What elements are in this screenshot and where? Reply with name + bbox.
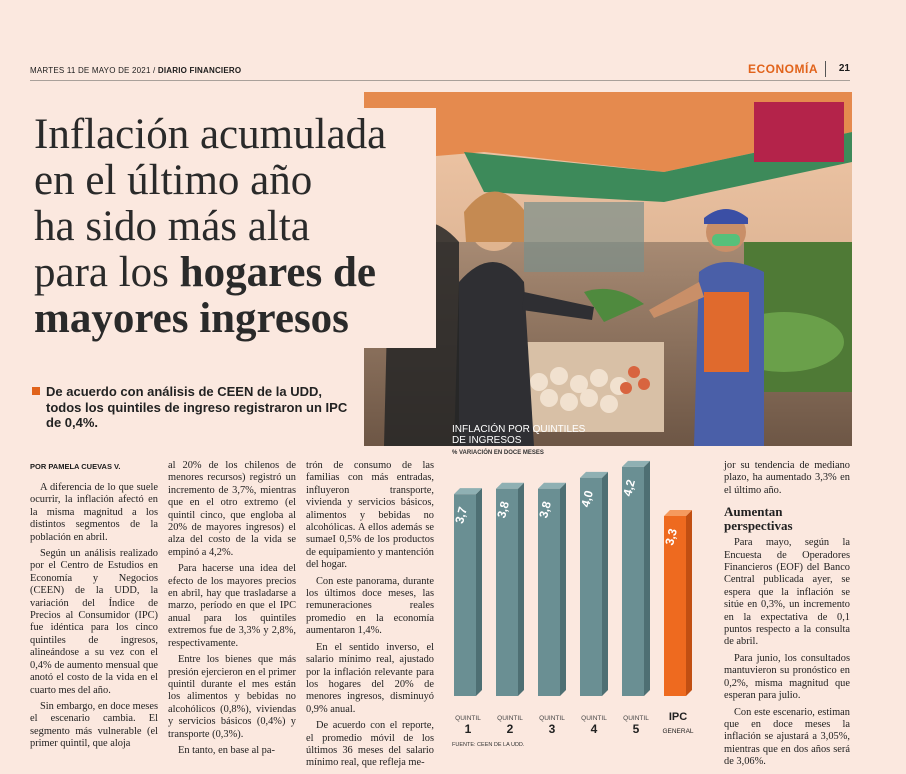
masthead: MARTES 11 DE MAYO DE 2021 / DIARIO FINAN… [30, 58, 850, 81]
paragraph: Con este panorama, durante los últimos d… [306, 575, 434, 637]
bar-value-label: 3,3 [662, 527, 680, 547]
paragraph: En tanto, en base al pa- [178, 744, 275, 756]
chart-title: INFLACIÓN POR QUINTILES DE INGRESOS [452, 424, 586, 446]
inflation-bar-chart: 3,7QUINTIL13,8QUINTIL23,8QUINTIL34,0QUIN… [452, 460, 694, 736]
page-number: 21 [838, 63, 850, 74]
subheading: Aumentan perspectivas [724, 504, 793, 534]
category-label-bottom: 5 [633, 722, 640, 736]
bar-value-label: 3,8 [536, 500, 554, 520]
bar-top [454, 488, 482, 495]
bar-value-label: 3,8 [494, 500, 512, 520]
bar-top [622, 460, 650, 467]
bar-1 [454, 494, 476, 696]
category-label-top: IPC [669, 711, 687, 723]
paragraph: Según un análisis realizado por el Centr… [30, 548, 158, 696]
section-name: ECONOMÍA [748, 62, 818, 76]
paragraph: jor su tendencia de mediano plazo, ha au… [724, 460, 850, 496]
article-column-3: trón de consumo de las familias con más … [306, 460, 434, 774]
article-column-4: jor su tendencia de mediano plazo, ha au… [724, 460, 850, 773]
bar-top [580, 471, 608, 478]
headline-line-3: ha sido más alta [34, 203, 310, 250]
bar-side [560, 482, 566, 696]
paragraph: Para junio, los consultados mantuvieron … [724, 652, 850, 702]
bar-top [664, 510, 692, 516]
category-label-top: QUINTIL [581, 715, 607, 722]
bullet-square-icon [32, 387, 40, 395]
paragraph: A diferencia de lo que suele ocurrir, la… [30, 482, 158, 543]
bar-value-label: 3,7 [452, 505, 470, 525]
bar-2 [496, 488, 518, 696]
bar-side [518, 482, 524, 696]
chart-source: FUENTE: CEEN DE LA UDD. [452, 742, 525, 748]
paragraph: Para hacerse una idea del efecto de los … [168, 563, 296, 649]
article-column-1: A diferencia de lo que suele ocurrir, la… [30, 482, 158, 755]
paragraph: Sin embargo, en doce meses el escenario … [30, 700, 158, 750]
bar-top [496, 482, 524, 489]
byline: POR PAMELA CUEVAS V. [30, 462, 121, 471]
paragraph: De acuerdo con el reporte, el promedio m… [306, 720, 434, 769]
deck-summary: De acuerdo con análisis de CEEN de la UD… [30, 384, 350, 431]
category-label-top: QUINTIL [539, 715, 565, 722]
category-label-top: QUINTIL [623, 715, 649, 722]
bar-side [602, 471, 608, 696]
bar-top [538, 482, 566, 489]
deck-text: De acuerdo con análisis de CEEN de la UD… [46, 384, 348, 430]
headline-line-4: para los hogares de [34, 249, 376, 296]
category-label-bottom: 2 [507, 722, 514, 736]
article-column-2: al 20% de los chilenos de menores recurs… [168, 460, 296, 761]
paragraph: al 20% de los chilenos de menores recurs… [168, 460, 296, 558]
paragraph: trón de consumo de las familias con más … [306, 460, 434, 571]
bar-3 [538, 488, 560, 696]
chart-subtitle: % VARIACIÓN EN DOCE MESES [452, 450, 544, 456]
category-label-bottom: GENERAL [662, 728, 693, 735]
bar-side [476, 488, 482, 696]
paragraph: En el sentido inverso, el salario mínimo… [306, 641, 434, 715]
masthead-date: MARTES 11 DE MAYO DE 2021 / DIARIO FINAN… [30, 66, 242, 75]
headline-line-1: Inflación acumulada [34, 111, 387, 158]
bar-6 [664, 516, 686, 696]
paragraph: Para mayo, según la Encuesta de Operador… [724, 537, 850, 648]
paragraph: Entre los bienes que más presión ejercie… [168, 654, 296, 740]
headline-line-5: mayores ingresos [34, 295, 349, 342]
bar-5 [622, 466, 644, 696]
category-label-top: QUINTIL [455, 715, 481, 722]
bar-side [644, 460, 650, 696]
paragraph: Con este escenario, estiman que en doce … [724, 706, 850, 768]
bar-side [686, 510, 692, 696]
category-label-bottom: 4 [591, 722, 598, 736]
bar-4 [580, 477, 602, 696]
category-label-top: QUINTIL [497, 715, 523, 722]
category-label-bottom: 3 [549, 722, 556, 736]
category-label-bottom: 1 [465, 722, 472, 736]
headline: Inflación acumulada en el último año ha … [30, 108, 436, 348]
headline-line-2: en el último año [34, 157, 313, 204]
bar-value-label: 4,0 [578, 489, 596, 509]
market-photo [364, 92, 852, 446]
bar-value-label: 4,2 [620, 478, 638, 498]
masthead-divider [825, 61, 826, 77]
